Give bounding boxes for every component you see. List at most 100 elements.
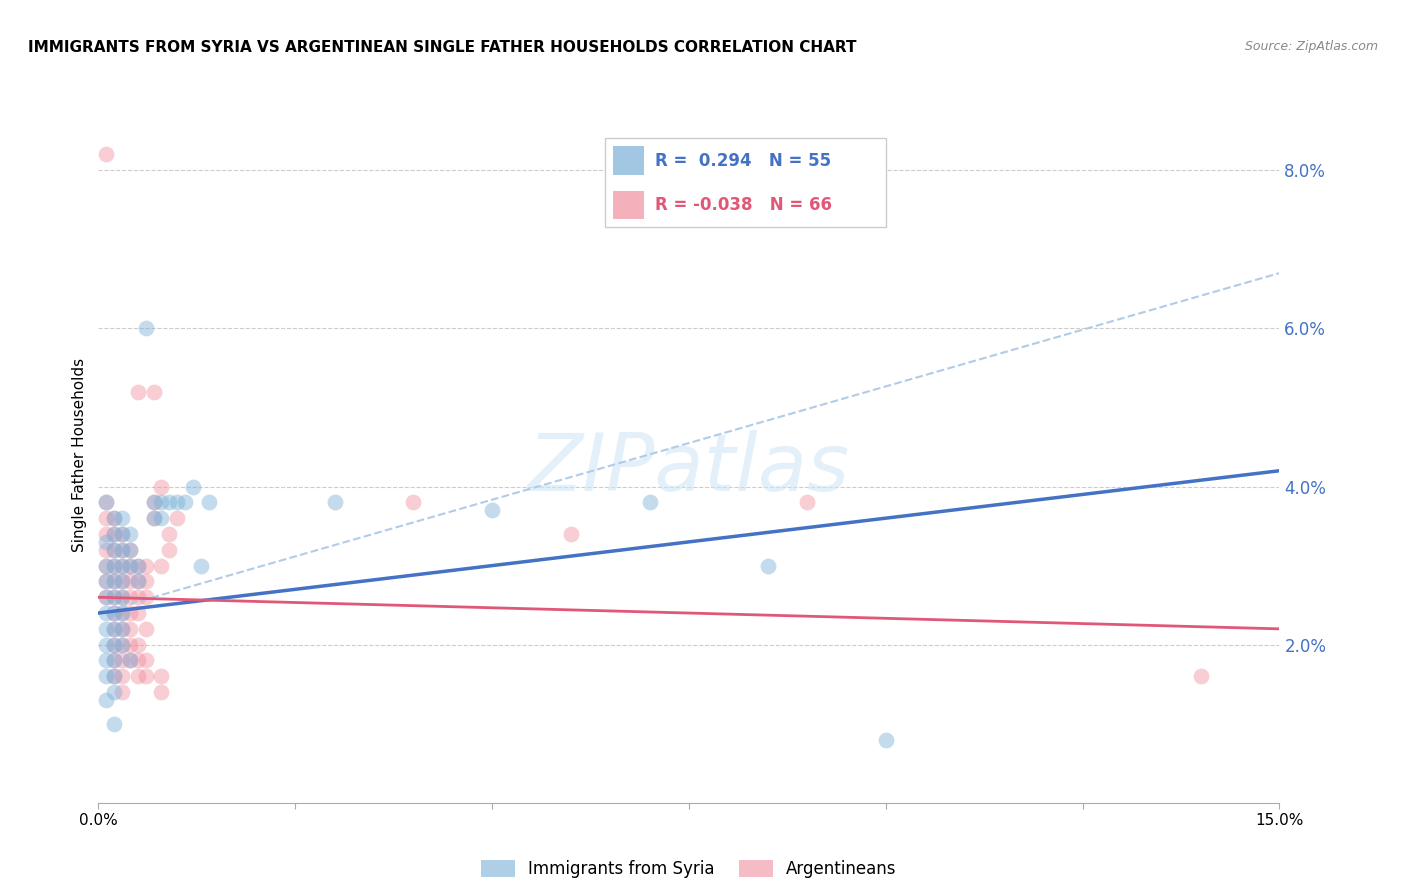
Point <box>111 558 134 573</box>
Point <box>135 574 157 589</box>
Point <box>103 669 125 683</box>
Point <box>96 147 118 161</box>
Point <box>157 527 180 541</box>
Point <box>118 653 141 667</box>
Point <box>103 653 125 667</box>
Point <box>118 527 141 541</box>
Point <box>103 606 125 620</box>
Point <box>96 511 118 525</box>
Point <box>103 622 125 636</box>
Point <box>166 495 188 509</box>
Point <box>118 574 141 589</box>
Point <box>111 638 134 652</box>
Point <box>638 495 661 509</box>
Point <box>103 653 125 667</box>
Point <box>103 527 125 541</box>
Point <box>96 542 118 557</box>
Point <box>103 591 125 605</box>
Point <box>111 606 134 620</box>
Point <box>96 653 118 667</box>
Point <box>96 591 118 605</box>
Text: R =  0.294   N = 55: R = 0.294 N = 55 <box>655 152 831 169</box>
Point <box>127 591 149 605</box>
Point <box>103 542 125 557</box>
Point <box>174 495 197 509</box>
Point <box>323 495 346 509</box>
Point <box>103 527 125 541</box>
Point <box>181 479 204 493</box>
Point <box>150 685 173 699</box>
Point <box>111 542 134 557</box>
Point <box>111 591 134 605</box>
Point <box>135 653 157 667</box>
Point <box>135 622 157 636</box>
Point <box>127 558 149 573</box>
Point <box>481 503 503 517</box>
Point <box>150 558 173 573</box>
Point <box>111 591 134 605</box>
Text: IMMIGRANTS FROM SYRIA VS ARGENTINEAN SINGLE FATHER HOUSEHOLDS CORRELATION CHART: IMMIGRANTS FROM SYRIA VS ARGENTINEAN SIN… <box>28 40 856 55</box>
Point <box>111 542 134 557</box>
Point <box>111 574 134 589</box>
Point <box>111 527 134 541</box>
Point <box>118 558 141 573</box>
Point <box>96 495 118 509</box>
Point <box>103 716 125 731</box>
Point <box>96 693 118 707</box>
Point <box>150 495 173 509</box>
Text: ZIPatlas: ZIPatlas <box>527 430 851 508</box>
Point <box>560 527 582 541</box>
Point <box>96 495 118 509</box>
Point <box>142 384 165 399</box>
Point <box>796 495 818 509</box>
Point <box>118 542 141 557</box>
Point <box>118 638 141 652</box>
Point <box>111 653 134 667</box>
Point <box>142 495 165 509</box>
Point <box>197 495 219 509</box>
Point <box>96 574 118 589</box>
Point <box>127 558 149 573</box>
Y-axis label: Single Father Households: Single Father Households <box>72 358 87 552</box>
Point <box>96 638 118 652</box>
Point <box>111 669 134 683</box>
Point <box>103 669 125 683</box>
Point <box>756 558 779 573</box>
Point <box>142 511 165 525</box>
Point <box>190 558 212 573</box>
Point <box>142 495 165 509</box>
Point <box>135 321 157 335</box>
Point <box>118 606 141 620</box>
Point <box>127 638 149 652</box>
Point <box>103 558 125 573</box>
Point <box>150 669 173 683</box>
Point <box>111 527 134 541</box>
Point <box>103 558 125 573</box>
Point <box>135 591 157 605</box>
Text: R = -0.038   N = 66: R = -0.038 N = 66 <box>655 196 832 214</box>
Point <box>103 638 125 652</box>
Point <box>111 558 134 573</box>
Point <box>127 384 149 399</box>
Point <box>111 622 134 636</box>
Point <box>135 558 157 573</box>
Point <box>111 574 134 589</box>
Point <box>127 574 149 589</box>
Point <box>118 622 141 636</box>
Point <box>103 542 125 557</box>
Point <box>150 479 173 493</box>
Point <box>103 511 125 525</box>
Point <box>118 542 141 557</box>
Point <box>111 511 134 525</box>
Point <box>157 542 180 557</box>
Point <box>157 495 180 509</box>
Point <box>96 527 118 541</box>
Point <box>1189 669 1212 683</box>
Point <box>875 732 897 747</box>
Point <box>127 606 149 620</box>
Point <box>103 591 125 605</box>
Point <box>118 558 141 573</box>
Point <box>142 511 165 525</box>
Point <box>402 495 425 509</box>
Point <box>111 685 134 699</box>
